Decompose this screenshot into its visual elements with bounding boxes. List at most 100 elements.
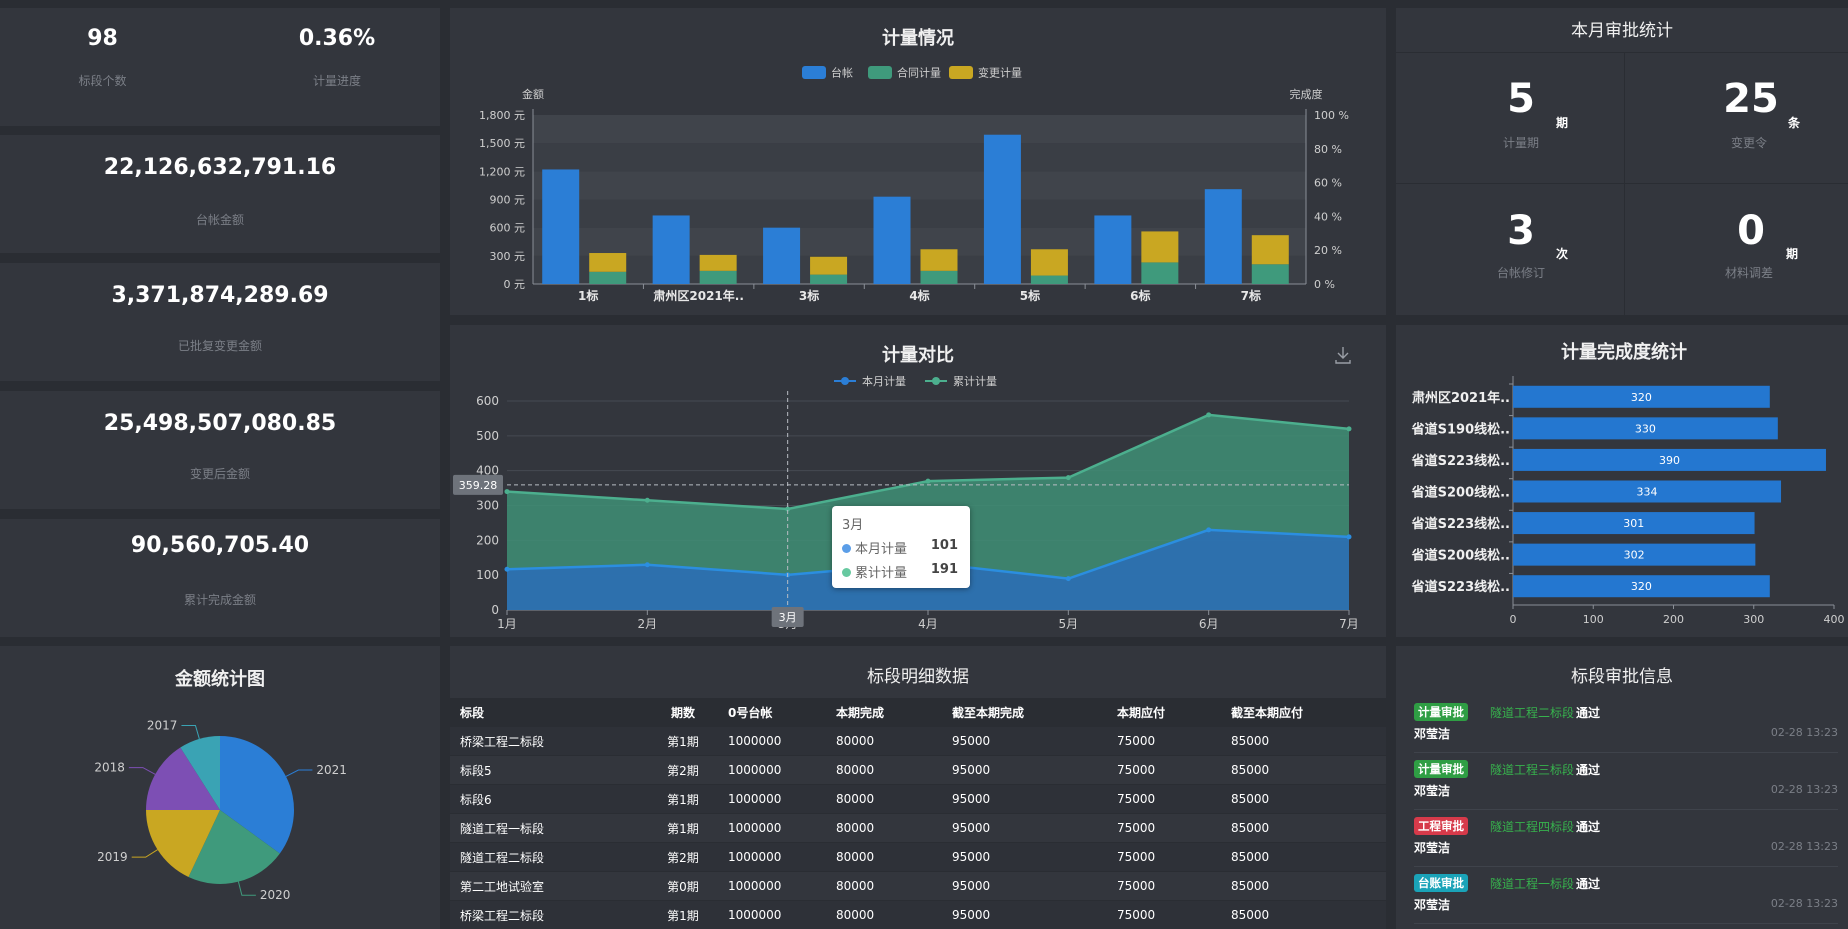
header-current-complete: 本期完成 xyxy=(826,698,942,727)
ledger-bar xyxy=(542,169,579,284)
cell-cumulative-payable: 85000 xyxy=(1221,872,1386,901)
ledger-bar xyxy=(653,215,690,284)
audit-project-link[interactable]: 隧道工程一标段 xyxy=(1490,875,1574,892)
monthly-audit-panel: 本月审批统计 5 期 计量期 25 条 变更令 3 次 台帐修订 0 期 材料调… xyxy=(1396,8,1848,315)
x-tick-label: 3标 xyxy=(799,288,819,303)
change-measure-bar xyxy=(1252,235,1289,264)
tooltip-title: 3月 xyxy=(842,514,863,533)
cumulative-label: 累计完成金额 xyxy=(0,591,440,608)
table-row[interactable]: 桥梁工程二标段 第1期 1000000 80000 95000 75000 85000 xyxy=(450,727,1386,756)
cumulative-point xyxy=(505,489,510,494)
cell-period: 第1期 xyxy=(638,814,718,843)
audit-change-order-unit: 条 xyxy=(1788,114,1800,131)
kpi-panel-top: 98 标段个数 0.36% 计量进度 xyxy=(0,8,440,126)
contract-measure-bar xyxy=(589,272,626,284)
audit-material-adjust-value: 0 xyxy=(1726,208,1776,254)
chart-band xyxy=(533,228,1306,256)
download-icon[interactable] xyxy=(1331,343,1355,367)
pie-label-line xyxy=(238,882,255,896)
audit-type-badge: 台账审批 xyxy=(1414,874,1468,892)
legend-label: 合同计量 xyxy=(897,66,941,80)
header-cumulative-payable: 截至本期应付 xyxy=(1221,698,1386,727)
completion-bar-label: 302 xyxy=(1624,549,1645,562)
table-row[interactable]: 隧道工程一标段 第1期 1000000 80000 95000 75000 85000 xyxy=(450,814,1386,843)
legend-label: 台帐 xyxy=(831,66,853,80)
x-tick-label: 5标 xyxy=(1020,288,1040,303)
change-measure-bar xyxy=(1141,231,1178,262)
x-tick-label: 7月 xyxy=(1339,617,1359,631)
legend-swatch xyxy=(802,66,826,79)
cell-cumulative-complete: 95000 xyxy=(942,785,1107,814)
x-tick-label: 6标 xyxy=(1130,288,1150,303)
legend-label: 本月计量 xyxy=(862,374,906,388)
cell-current-payable: 75000 xyxy=(1107,814,1221,843)
x-tick-label: 4月 xyxy=(918,617,938,631)
cell-cumulative-complete: 95000 xyxy=(942,727,1107,756)
x-tick-label: 6月 xyxy=(1199,617,1219,631)
measure-chart-legend: 台帐 合同计量 变更计量 xyxy=(802,66,1022,80)
audit-project-link[interactable]: 隧道工程三标段 xyxy=(1490,761,1574,778)
list-item[interactable]: 工程审批 隧道工程四标段 通过 邓莹洁 02-28 13:23 xyxy=(1414,809,1838,867)
y-tick-label: 1,800 元 xyxy=(479,109,525,122)
cell-current-payable: 75000 xyxy=(1107,901,1221,929)
list-item[interactable]: 台账审批 隧道工程一标段 通过 邓莹洁 02-28 13:23 xyxy=(1414,866,1838,924)
audit-project-link[interactable]: 隧道工程二标段 xyxy=(1490,704,1574,721)
table-row[interactable]: 第二工地试验室 第0期 1000000 80000 95000 75000 85000 xyxy=(450,872,1386,901)
cell-period: 第0期 xyxy=(638,872,718,901)
audit-result: 通过 xyxy=(1576,818,1600,835)
table-row[interactable]: 隧道工程二标段 第2期 1000000 80000 95000 75000 85000 xyxy=(450,843,1386,872)
chart-band xyxy=(533,200,1306,228)
ledger-bar xyxy=(874,197,911,284)
header-period: 期数 xyxy=(638,698,718,727)
audit-type-badge: 工程审批 xyxy=(1414,817,1468,835)
detail-table-panel: 标段明细数据 标段 期数 0号台帐 本期完成 截至本期完成 本期应付 截至本期应… xyxy=(450,646,1386,929)
audit-ledger-revision-label: 台帐修订 xyxy=(1476,264,1566,281)
cell-cumulative-payable: 85000 xyxy=(1221,727,1386,756)
cell-current-complete: 80000 xyxy=(826,756,942,785)
contract-measure-bar xyxy=(1031,276,1068,284)
audit-result: 通过 xyxy=(1576,704,1600,721)
y2-tick-label: 20 % xyxy=(1314,244,1342,257)
pie-chart-panel: 金额统计图 2021 2020 2019 2018 2017 xyxy=(0,646,440,929)
cell-current-complete: 80000 xyxy=(826,814,942,843)
cell-cumulative-payable: 85000 xyxy=(1221,843,1386,872)
audit-user: 邓莹洁 xyxy=(1414,782,1450,799)
pie-label: 2017 xyxy=(147,718,178,732)
cumulative-point xyxy=(926,479,931,484)
audit-measure-period-unit: 期 xyxy=(1556,114,1568,131)
ledger-bar xyxy=(763,228,800,284)
x-tick-label: 300 xyxy=(1743,613,1764,626)
monthly-point xyxy=(645,562,650,567)
cell-period: 第1期 xyxy=(638,901,718,929)
table-row[interactable]: 标段6 第1期 1000000 80000 95000 75000 85000 xyxy=(450,785,1386,814)
completion-bar-label: 334 xyxy=(1637,486,1658,499)
table-row[interactable]: 桥梁工程二标段 第1期 1000000 80000 95000 75000 85000 xyxy=(450,901,1386,929)
audit-result: 通过 xyxy=(1576,761,1600,778)
cell-cumulative-payable: 85000 xyxy=(1221,814,1386,843)
cell-current-payable: 75000 xyxy=(1107,843,1221,872)
audit-user: 邓莹洁 xyxy=(1414,725,1450,742)
monthly-point xyxy=(1066,576,1071,581)
tooltip-row-monthly: 本月计量 101 xyxy=(842,538,960,557)
cell-section: 第二工地试验室 xyxy=(450,872,638,901)
list-item[interactable]: 计量审批 隧道工程二标段 通过 邓莹洁 02-28 13:23 xyxy=(1414,695,1838,753)
tooltip-dot-monthly xyxy=(842,544,851,553)
change-measure-bar xyxy=(700,255,737,271)
measure-chart-title: 计量情况 xyxy=(882,27,954,49)
approved-change-label: 已批复变更金额 xyxy=(0,337,440,354)
table-row[interactable]: 标段5 第2期 1000000 80000 95000 75000 85000 xyxy=(450,756,1386,785)
list-item[interactable]: 计量审批 隧道工程三标段 通过 邓莹洁 02-28 13:23 xyxy=(1414,752,1838,810)
y-tick-label: 600 元 xyxy=(490,222,526,235)
monthly-audit-divider-top xyxy=(1396,52,1848,53)
y-tick-label: 0 xyxy=(491,603,499,617)
monthly-audit-title: 本月审批统计 xyxy=(1396,16,1848,41)
audit-project-link[interactable]: 隧道工程四标段 xyxy=(1490,818,1574,835)
cell-cumulative-payable: 85000 xyxy=(1221,756,1386,785)
y2-tick-label: 40 % xyxy=(1314,210,1342,223)
audit-user: 邓莹洁 xyxy=(1414,839,1450,856)
tooltip-value-monthly: 101 xyxy=(931,538,958,553)
cell-section: 隧道工程一标段 xyxy=(450,814,638,843)
y-tick-label: 0 元 xyxy=(504,278,526,291)
cumulative-value: 90,560,705.40 xyxy=(0,533,440,558)
pointer-y-label: 359.28 xyxy=(459,479,498,492)
